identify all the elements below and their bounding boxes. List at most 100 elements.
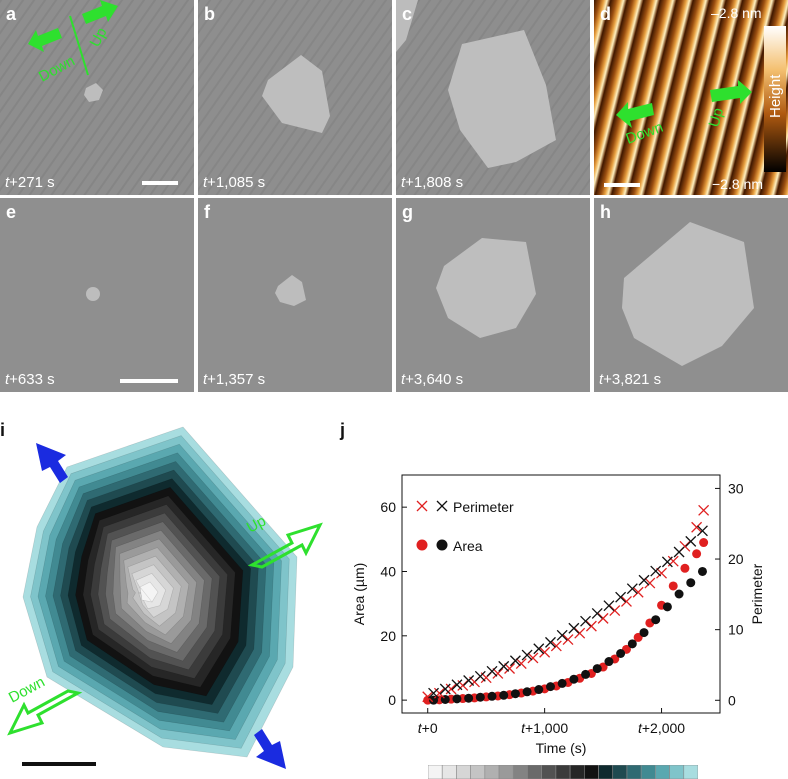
micrograph-b-image bbox=[198, 0, 392, 195]
perimeter-point bbox=[562, 634, 574, 646]
step-boundary-line bbox=[69, 15, 89, 76]
perimeter-point bbox=[492, 667, 504, 679]
micrograph-panel-a: Down Up a t+271 s bbox=[0, 0, 194, 195]
colorbar-swatch bbox=[441, 765, 457, 779]
plot-frame bbox=[401, 474, 721, 714]
timestamp: t+3,821 s bbox=[599, 371, 662, 388]
scale-bar bbox=[120, 379, 178, 383]
y2-tick-label: 0 bbox=[728, 692, 736, 708]
colorbar-swatch bbox=[555, 765, 571, 779]
perimeter-point bbox=[515, 658, 527, 670]
area-point bbox=[464, 693, 474, 703]
colorbar-title: Height bbox=[767, 74, 784, 118]
legend-perimeter-label: Perimeter bbox=[453, 499, 514, 515]
area-point bbox=[510, 689, 520, 699]
perimeter-point bbox=[533, 643, 545, 655]
panel-label-i: i bbox=[0, 420, 6, 440]
perimeter-point bbox=[568, 622, 580, 634]
perimeter-point bbox=[650, 565, 662, 577]
perimeter-point bbox=[527, 652, 539, 664]
area-point bbox=[686, 578, 696, 588]
perimeter-point bbox=[621, 595, 632, 607]
colorbar-swatch bbox=[527, 765, 542, 779]
timestamp: t+3,640 s bbox=[401, 371, 464, 388]
perimeter-point bbox=[656, 567, 668, 579]
y2-tick-label: 20 bbox=[728, 551, 744, 567]
perimeter-point bbox=[539, 646, 551, 658]
area-point bbox=[534, 685, 544, 695]
colorbar-swatch bbox=[512, 765, 528, 779]
perimeter-point bbox=[451, 679, 463, 691]
down-arrow-icon bbox=[616, 102, 654, 128]
panel-label: h bbox=[600, 202, 611, 222]
perimeter-point bbox=[504, 663, 516, 674]
panel-label: e bbox=[6, 202, 17, 222]
crystal-island bbox=[86, 287, 100, 301]
area-point bbox=[429, 695, 439, 705]
y-tick-label: 40 bbox=[380, 563, 396, 579]
colorbar-swatch bbox=[541, 765, 557, 779]
timestamp: t+1,808 s bbox=[401, 174, 464, 191]
colorbar-swatch bbox=[626, 765, 642, 779]
perimeter-point bbox=[591, 607, 603, 619]
x-axis-label: Time (s) bbox=[536, 740, 587, 756]
colorbar-swatch bbox=[498, 765, 514, 779]
contour-level bbox=[139, 581, 159, 603]
legend-area-label: Area bbox=[453, 538, 483, 554]
colorbar-swatch bbox=[669, 765, 685, 779]
y-tick-label: 0 bbox=[388, 692, 396, 708]
crystal-island-edge bbox=[396, 0, 418, 52]
perimeter-point bbox=[661, 556, 673, 568]
area-point bbox=[699, 538, 709, 548]
area-point bbox=[692, 549, 702, 559]
area-point bbox=[545, 682, 555, 692]
crystal-island bbox=[275, 275, 306, 306]
perimeter-point bbox=[603, 600, 615, 612]
area-point bbox=[557, 678, 567, 688]
micrograph-e-image bbox=[0, 198, 194, 392]
panel-label: g bbox=[402, 202, 413, 222]
area-point bbox=[639, 628, 649, 638]
area-point bbox=[581, 669, 591, 679]
panel-label: d bbox=[600, 4, 611, 24]
micrograph-panel-f: f t+1,357 s bbox=[198, 198, 392, 392]
crystal-island bbox=[622, 222, 754, 366]
afm-height-image: Down Up –2.8 nm −2.8 nm Height bbox=[594, 0, 788, 195]
up-arrow-icon bbox=[247, 522, 323, 569]
area-point bbox=[697, 566, 707, 576]
x-tick-label: t+2,000 bbox=[638, 720, 685, 736]
area-point bbox=[651, 615, 661, 625]
timestamp: t+1,085 s bbox=[203, 174, 266, 191]
perimeter-point bbox=[685, 535, 697, 547]
panel-label: b bbox=[204, 4, 215, 24]
micrograph-h-image bbox=[594, 198, 788, 392]
perimeter-point bbox=[486, 665, 498, 677]
perimeter-point bbox=[550, 640, 562, 652]
legend: Perimeter Area bbox=[416, 499, 514, 554]
perimeter-point bbox=[697, 525, 708, 537]
area-point bbox=[452, 694, 462, 704]
perimeter-point bbox=[644, 577, 656, 589]
y-axis-label: Area (µm) bbox=[351, 563, 367, 626]
y2-tick-label: 10 bbox=[728, 622, 744, 638]
area-point bbox=[662, 602, 672, 612]
area-point bbox=[674, 589, 684, 599]
timestamp: t+633 s bbox=[5, 371, 55, 388]
colorbar-swatch bbox=[470, 765, 486, 779]
perimeter-point bbox=[673, 546, 685, 558]
down-arrow-icon bbox=[7, 689, 83, 736]
contour-colorbar bbox=[428, 765, 698, 779]
perimeter-point bbox=[445, 683, 457, 695]
colorbar-swatch bbox=[584, 765, 599, 779]
colorbar-swatch bbox=[428, 765, 443, 779]
area-point bbox=[522, 687, 532, 697]
colorbar-swatch bbox=[456, 765, 471, 779]
scale-bar bbox=[604, 183, 640, 187]
perimeter-point bbox=[556, 629, 568, 641]
area-point bbox=[627, 639, 637, 649]
down-arrow-icon bbox=[28, 28, 62, 52]
up-arrow-icon bbox=[82, 0, 118, 24]
micrograph-c-image bbox=[396, 0, 590, 195]
colorbar-swatch bbox=[569, 765, 585, 779]
area-point bbox=[616, 649, 626, 658]
